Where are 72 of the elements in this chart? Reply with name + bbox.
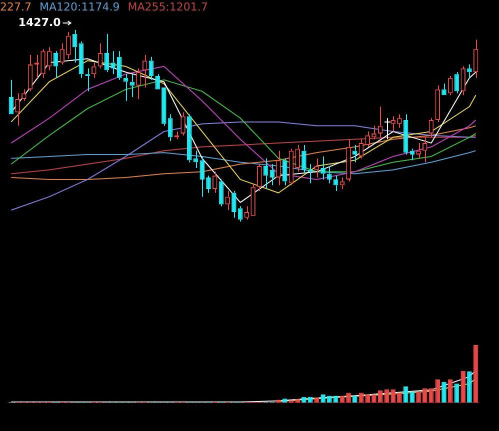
bar	[365, 394, 370, 403]
candlestick	[442, 83, 446, 96]
candlestick	[346, 138, 351, 182]
candlestick	[352, 144, 358, 163]
candlestick	[358, 138, 364, 159]
bar	[428, 388, 434, 403]
candlestick	[232, 190, 236, 218]
bar	[346, 392, 351, 403]
bar	[467, 371, 472, 403]
bar	[416, 392, 421, 403]
candlestick	[15, 92, 20, 126]
bar	[410, 392, 415, 403]
candlestick	[28, 54, 33, 92]
bar	[435, 380, 440, 403]
candlestick	[365, 131, 370, 148]
candlestick	[200, 156, 205, 198]
candlestick	[467, 64, 472, 78]
bar	[390, 389, 396, 403]
candlestick	[8, 79, 14, 114]
candlestick	[40, 48, 46, 78]
candlestick	[180, 112, 186, 136]
candlestick	[117, 50, 122, 80]
candlestick	[78, 40, 84, 78]
bar	[422, 388, 428, 403]
candlestick	[435, 85, 440, 122]
candlestick	[162, 87, 166, 126]
candlestick	[66, 31, 71, 60]
candlestick	[314, 158, 320, 178]
candlestick	[155, 74, 160, 90]
candlestick	[98, 42, 103, 69]
candlestick	[218, 178, 224, 207]
bar	[397, 392, 402, 403]
candlestick	[110, 50, 116, 75]
bar	[320, 394, 326, 403]
candlestick	[212, 171, 218, 194]
candlestick	[130, 74, 134, 98]
bar	[372, 394, 376, 403]
bar	[454, 384, 460, 403]
candlestick	[390, 116, 396, 132]
text: MA120:1174.9	[39, 0, 120, 14]
candlestick	[460, 66, 466, 96]
bar	[442, 382, 446, 403]
candlestick	[403, 114, 408, 156]
candlestick	[473, 39, 478, 78]
candlestick	[46, 46, 52, 71]
candlestick	[320, 156, 326, 180]
candlestick	[250, 182, 256, 216]
candlestick	[302, 144, 306, 174]
candlestick	[410, 148, 415, 161]
candlestick	[428, 118, 434, 138]
candlestick	[60, 42, 64, 65]
text: 227.7	[0, 0, 32, 14]
text: 1427.0	[18, 16, 62, 29]
candlestick	[257, 164, 262, 192]
candlestick	[148, 56, 154, 80]
candlestick	[282, 158, 288, 186]
text: MA255:1201.7	[128, 0, 208, 14]
candlestick	[327, 166, 332, 184]
candlestick	[53, 50, 58, 78]
candlestick	[372, 125, 376, 140]
candlestick	[384, 118, 391, 140]
bar	[460, 370, 466, 403]
candlestick	[295, 144, 300, 172]
bar	[448, 380, 453, 403]
candlestick	[276, 150, 281, 186]
candlestick	[454, 72, 460, 94]
candlestick	[416, 142, 421, 159]
candlestick	[168, 114, 173, 142]
candlestick	[136, 68, 141, 100]
bar	[473, 345, 478, 403]
candlestick	[206, 175, 211, 194]
candlestick	[238, 206, 243, 222]
